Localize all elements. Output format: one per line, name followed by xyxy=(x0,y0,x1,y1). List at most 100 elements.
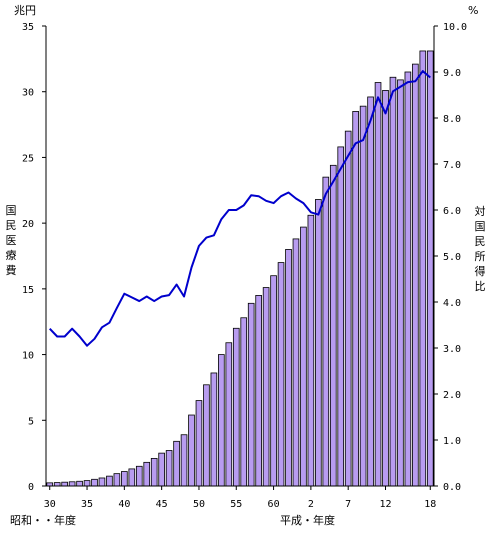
axis-ticks xyxy=(42,25,438,490)
bar-S58 xyxy=(255,295,262,487)
x-tick-label: 7 xyxy=(345,499,351,510)
bar-H11 xyxy=(374,82,382,487)
bar-H2 xyxy=(307,214,315,487)
left-tick-label: 10 xyxy=(22,351,34,362)
right-tick-label: 6.0 xyxy=(443,206,461,217)
bar-H4 xyxy=(322,176,330,487)
right-tick-label: 7.0 xyxy=(443,160,461,171)
bar-H12 xyxy=(382,90,389,487)
x-tick-label: 55 xyxy=(230,499,242,510)
bar-series xyxy=(46,50,434,487)
axis-label-char: 医 xyxy=(6,234,17,247)
right-tick-label: 1.0 xyxy=(443,436,461,447)
era-heisei-label: 平成・年度 xyxy=(280,513,335,527)
left-tick-label: 30 xyxy=(22,88,34,99)
axis-label-char: 費 xyxy=(6,263,17,277)
left-tick-label: 5 xyxy=(28,416,34,427)
bar-S33 xyxy=(68,481,76,487)
bar-S31 xyxy=(53,482,61,487)
bar-H17 xyxy=(419,50,427,487)
bar-H8 xyxy=(352,111,359,487)
x-tick-label: 12 xyxy=(379,499,391,510)
bar-S41 xyxy=(128,468,136,487)
bar-S53 xyxy=(218,354,225,487)
axis-label-char: 対 xyxy=(475,204,486,218)
axis-label-char: 療 xyxy=(6,248,17,262)
bar-S55 xyxy=(232,327,240,487)
bar-S49 xyxy=(188,414,195,487)
axis-label-char: 国 xyxy=(475,220,486,233)
bar-H16 xyxy=(412,63,419,487)
axes xyxy=(45,26,435,487)
era-showa-label: 昭和・・年度 xyxy=(10,513,76,527)
bar-H5 xyxy=(329,164,337,487)
bar-S32 xyxy=(61,481,68,487)
bar-H10 xyxy=(367,96,374,487)
bar-S52 xyxy=(210,372,218,487)
bar-S37 xyxy=(98,477,106,487)
left-tick-label: 20 xyxy=(22,219,34,230)
bar-S44 xyxy=(150,457,158,487)
right-tick-label: 0.0 xyxy=(443,482,461,493)
left-tick-label: 25 xyxy=(22,153,34,164)
bar-S42 xyxy=(135,465,143,487)
left-tick-label: 0 xyxy=(28,482,34,493)
bar-S59 xyxy=(262,287,270,487)
x-tick-label: 50 xyxy=(193,499,205,510)
left-tick-label: 15 xyxy=(22,285,34,296)
bar-S36 xyxy=(91,478,98,487)
bar-H9 xyxy=(359,105,367,487)
bar-S63 xyxy=(292,238,300,487)
x-tick-label: 30 xyxy=(44,499,56,510)
axis-label-char: 比 xyxy=(475,280,486,293)
right-tick-label: 3.0 xyxy=(443,344,461,355)
bar-S46 xyxy=(165,450,173,487)
bar-S34 xyxy=(76,480,83,487)
bar-S60 xyxy=(270,275,277,487)
bar-S47 xyxy=(173,440,180,487)
bar-S61 xyxy=(277,262,285,487)
bar-S57 xyxy=(247,302,255,487)
x-tick-label: 18 xyxy=(424,499,436,510)
ratio-line xyxy=(49,70,431,347)
bar-H7 xyxy=(344,130,352,487)
right-tick-labels: 10.0 9.0 8.0 7.0 6.0 5.0 4.0 3.0 2.0 1.0 0.0 xyxy=(443,22,467,493)
bar-S38 xyxy=(106,475,113,487)
bar-S43 xyxy=(143,461,151,487)
x-tick-label: 40 xyxy=(118,499,130,510)
bar-H15 xyxy=(404,71,412,487)
bar-S40 xyxy=(121,471,128,487)
x-tick-label: 35 xyxy=(81,499,93,510)
axis-label-char: 民 xyxy=(475,235,486,248)
axis-label-char: 国 xyxy=(6,204,17,217)
right-tick-label: 2.0 xyxy=(443,390,461,401)
bar-H3 xyxy=(315,199,322,487)
bar-S39 xyxy=(113,473,121,487)
axis-label-char: 所 xyxy=(475,250,486,263)
bar-S56 xyxy=(240,317,248,487)
axis-label-char: 得 xyxy=(475,265,486,278)
x-tick-label: 60 xyxy=(268,499,280,510)
right-tick-label: 8.0 xyxy=(443,114,461,125)
bar-H14 xyxy=(397,79,404,487)
bar-S45 xyxy=(158,452,165,487)
bar-H1 xyxy=(300,226,307,487)
right-tick-label: 5.0 xyxy=(443,252,461,263)
axis-label-char: 民 xyxy=(6,219,17,232)
right-tick-label: 9.0 xyxy=(443,68,461,79)
bar-S62 xyxy=(285,249,292,487)
bar-H18 xyxy=(426,50,434,487)
x-tick-labels: 30 35 40 45 50 55 60 2 7 12 18 xyxy=(44,499,437,510)
right-tick-label: 10.0 xyxy=(443,22,467,33)
x-tick-label: 45 xyxy=(156,499,168,510)
right-tick-label: 4.0 xyxy=(443,298,461,309)
bar-S51 xyxy=(203,384,210,487)
bar-S48 xyxy=(180,434,188,487)
left-tick-labels: 35 30 25 20 15 10 5 0 xyxy=(22,22,34,493)
left-tick-label: 35 xyxy=(22,22,34,33)
bar-S35 xyxy=(83,480,91,487)
bar-S50 xyxy=(195,400,203,487)
